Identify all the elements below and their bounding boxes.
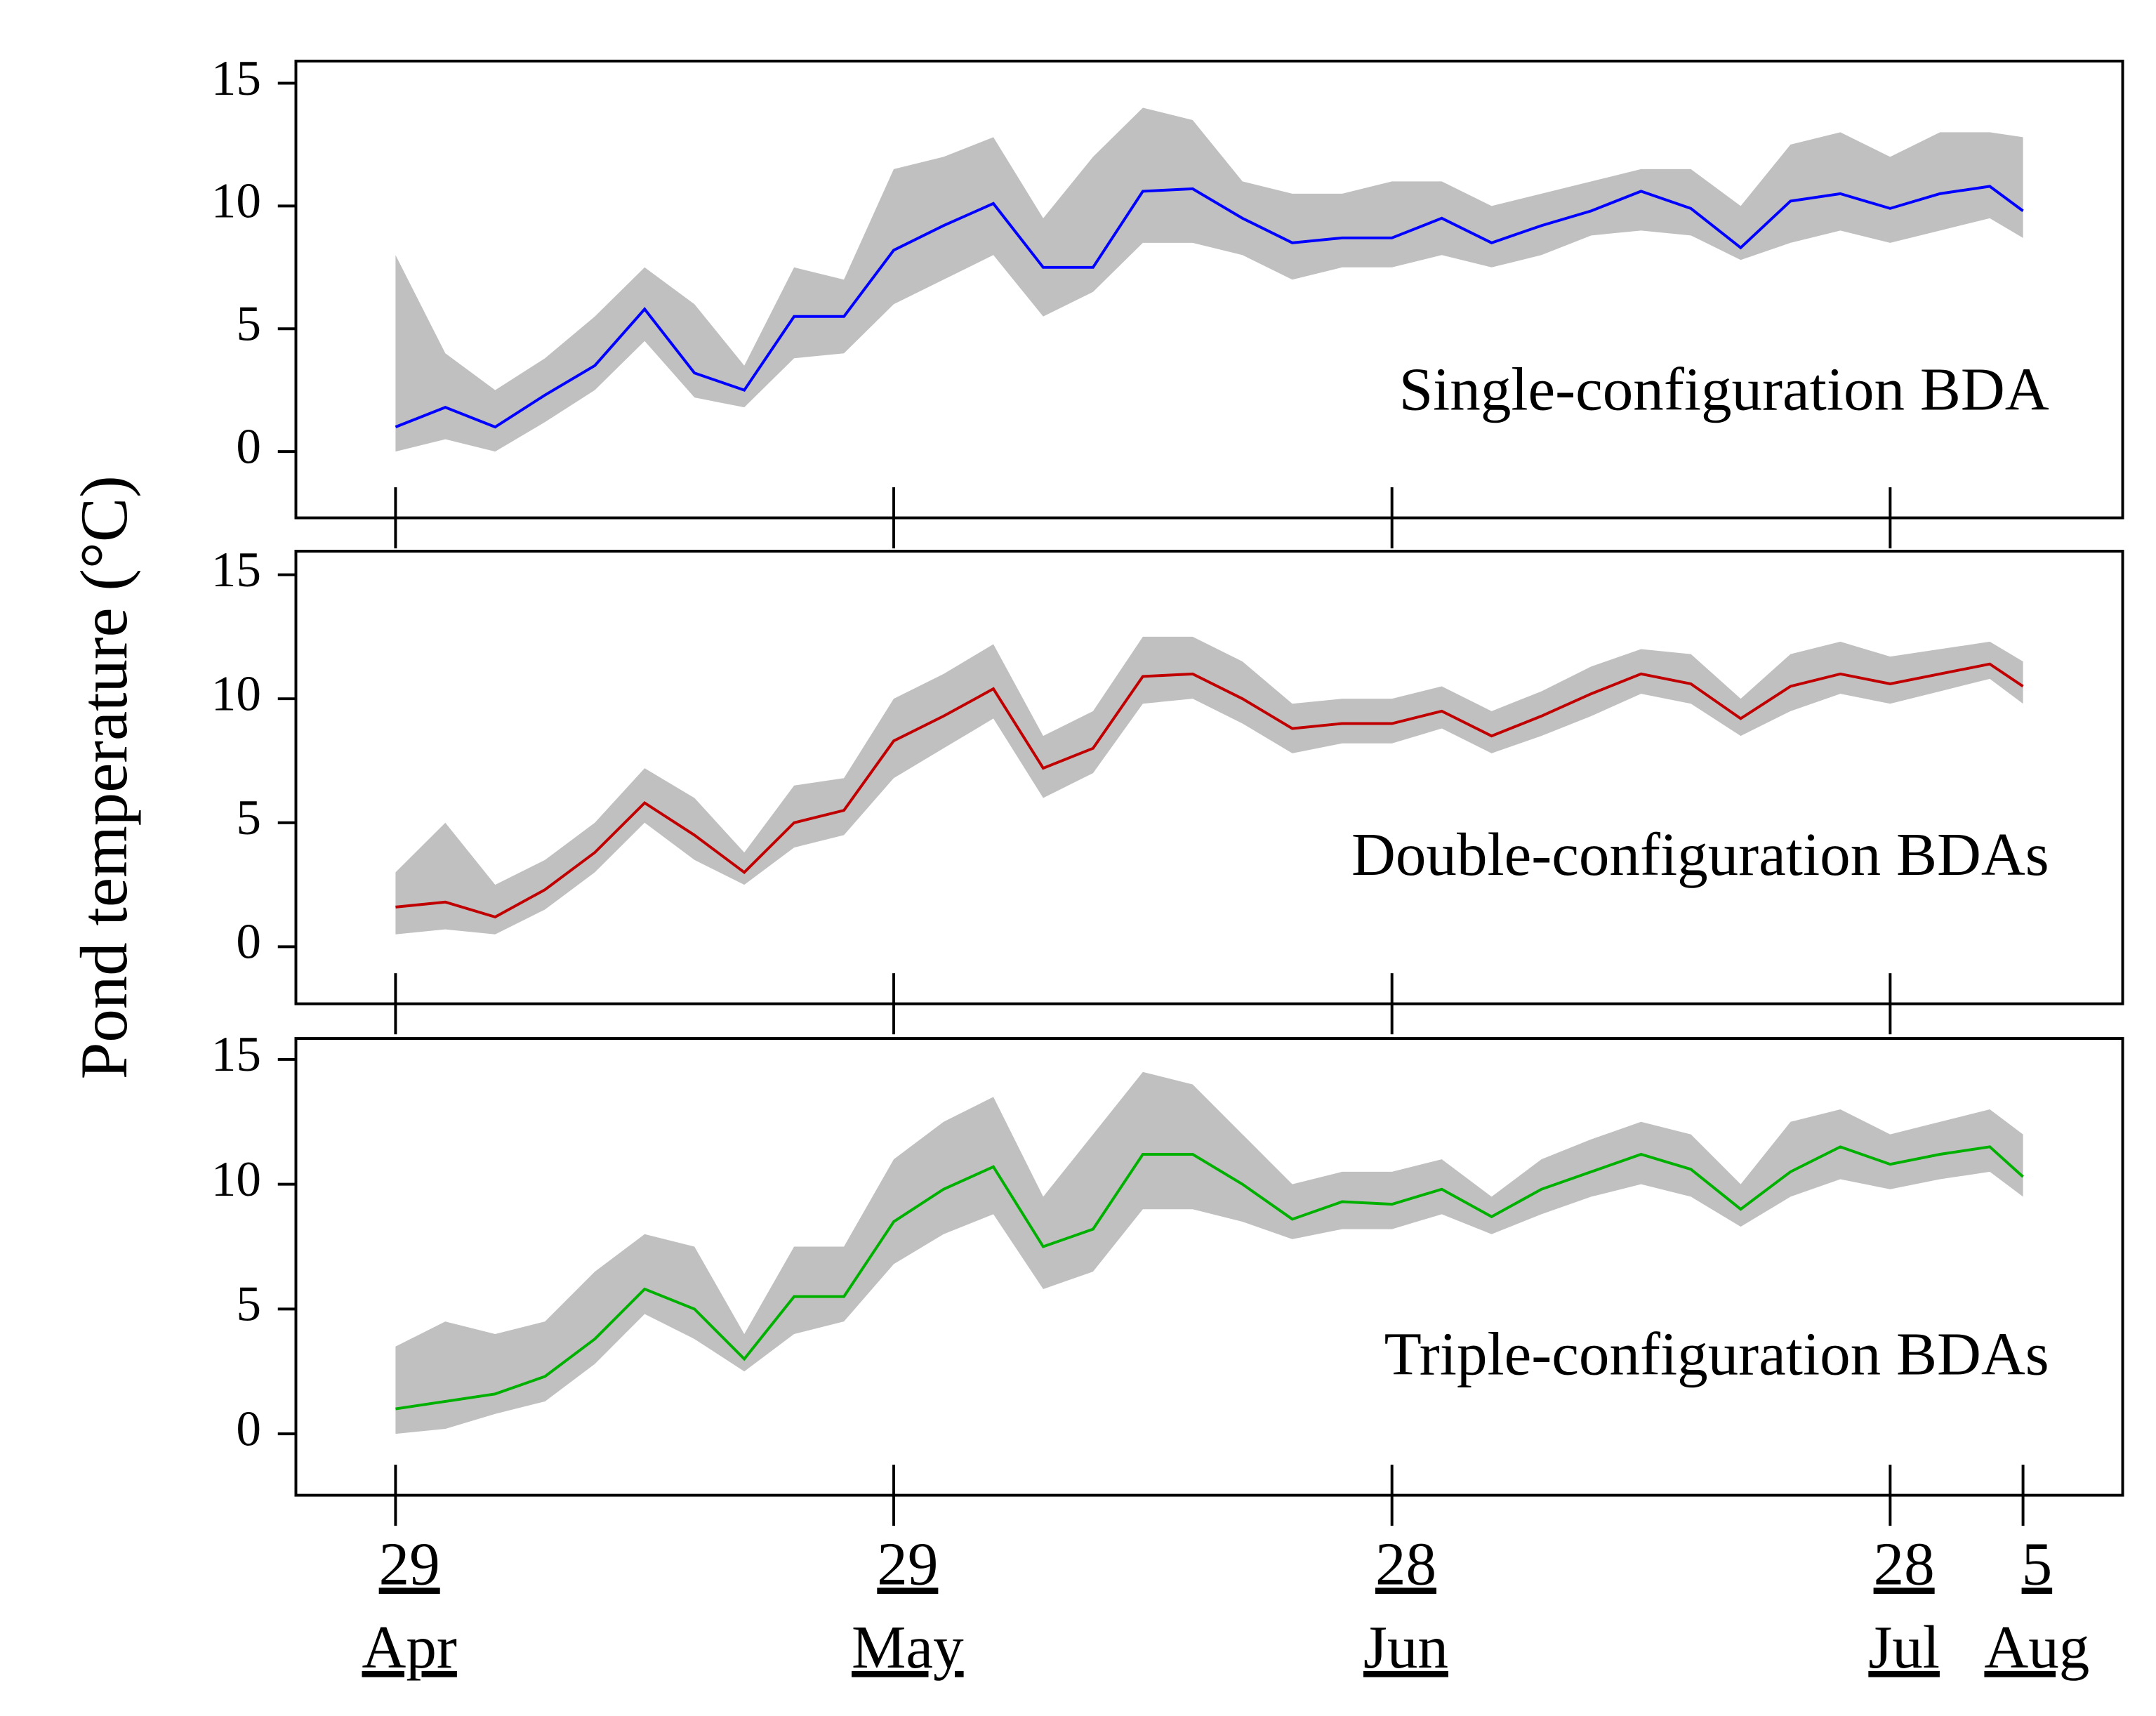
plot-frame <box>294 1037 2124 1497</box>
y-tick-label: 15 <box>211 1027 261 1082</box>
plot-frame <box>294 550 2124 1005</box>
x-tick-month: Jul <box>1868 1613 1940 1681</box>
y-tick-label: 15 <box>211 51 261 106</box>
y-tick-label: 10 <box>211 174 261 229</box>
data-line <box>395 1145 2024 1411</box>
y-tick-label: 15 <box>211 543 261 598</box>
y-axis-label: Pond temperature (°C) <box>67 475 141 1079</box>
range-band <box>395 636 2023 935</box>
x-tick-label: 28 <box>1375 1529 1436 1597</box>
y-tick-label: 0 <box>236 1402 261 1457</box>
x-tick-label: 29 <box>379 1529 440 1597</box>
y-tick-label: 0 <box>236 419 261 474</box>
x-tick-month: Apr <box>362 1613 456 1681</box>
y-tick-label: 10 <box>211 667 261 722</box>
x-tick-month: Jun <box>1363 1613 1448 1681</box>
range-band <box>395 107 2023 452</box>
x-tick-label: 5 <box>2022 1529 2053 1597</box>
data-line <box>395 185 2024 429</box>
panel-annotation: Triple-configuration BDAs <box>1384 1320 2049 1388</box>
panel-annotation: Double-configuration BDAs <box>1351 820 2049 888</box>
y-tick-label: 10 <box>211 1152 261 1207</box>
x-tick-month: Aug <box>1984 1613 2089 1681</box>
y-tick-label: 5 <box>236 1277 261 1332</box>
y-tick-label: 5 <box>236 791 261 845</box>
y-tick-label: 5 <box>236 297 261 352</box>
y-tick-label: 0 <box>236 915 261 970</box>
plot-frame <box>294 60 2124 520</box>
x-tick-label: 29 <box>877 1529 938 1597</box>
x-tick-month: May <box>852 1613 964 1681</box>
x-tick-label: 28 <box>1874 1529 1935 1597</box>
panel-annotation: Single-configuration BDA <box>1399 355 2049 423</box>
data-line <box>395 662 2024 919</box>
